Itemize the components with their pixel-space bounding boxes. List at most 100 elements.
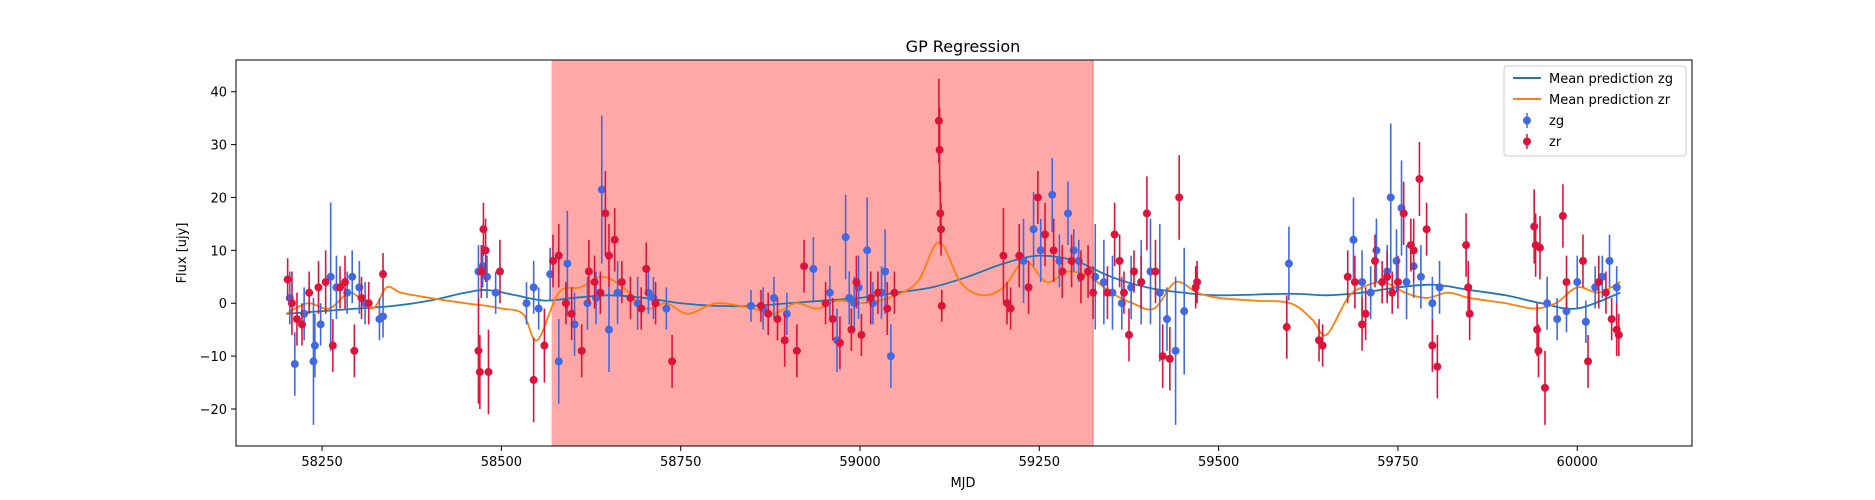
data-point-zr [297, 320, 306, 329]
data-point-zr [601, 209, 610, 218]
data-point-zr [1119, 288, 1128, 297]
data-point-zg [546, 270, 555, 279]
data-point-zg [1543, 299, 1552, 308]
data-point-zr [1534, 346, 1543, 355]
data-point-zg [1019, 256, 1028, 265]
data-point-zg [554, 357, 563, 366]
data-point-zr [474, 346, 483, 355]
data-point-zr [475, 367, 484, 376]
data-point-zg [613, 288, 622, 297]
data-point-zg [1392, 256, 1401, 265]
data-point-zr [610, 235, 619, 244]
data-point-zr [651, 299, 660, 308]
data-point-zr [773, 315, 782, 324]
data-point-zr [554, 251, 563, 260]
data-point-zr [481, 246, 490, 255]
data-point-zr [1350, 278, 1359, 287]
data-point-zr [873, 288, 882, 297]
data-point-zg [522, 299, 531, 308]
data-point-zr [1594, 278, 1603, 287]
data-point-zg [316, 320, 325, 329]
data-point-zr [642, 264, 651, 273]
data-point-zr [1343, 272, 1352, 281]
y-tick-label: 30 [210, 139, 227, 154]
data-point-zg [1171, 346, 1180, 355]
data-point-zg [1562, 307, 1571, 316]
data-point-zr [495, 267, 504, 276]
legend-zr-line-label: Mean prediction zr [1549, 93, 1671, 108]
data-point-zr [379, 270, 388, 279]
data-point-zg [534, 304, 543, 313]
y-tick-label: 10 [210, 244, 227, 259]
data-point-zr [852, 278, 861, 287]
data-point-zg [1428, 299, 1437, 308]
data-point-zr [1049, 246, 1058, 255]
data-point-zr [1129, 267, 1138, 276]
data-point-zr [561, 299, 570, 308]
data-point-zg [825, 288, 834, 297]
data-point-zr [1540, 383, 1549, 392]
data-point-zr [937, 301, 946, 310]
x-tick-label: 58250 [301, 455, 342, 470]
data-point-zg [1180, 307, 1189, 316]
legend-zg-marker [1523, 116, 1531, 125]
data-point-zr [1282, 323, 1291, 332]
data-point-zr [1058, 267, 1067, 276]
data-point-zg [1349, 235, 1358, 244]
data-point-zr [1558, 211, 1567, 220]
data-point-zr [283, 275, 292, 284]
data-point-zr [1142, 209, 1151, 218]
data-point-zr [1103, 288, 1112, 297]
data-point-zr [540, 341, 549, 350]
data-point-zg [841, 233, 850, 242]
data-point-zg [1386, 193, 1395, 202]
data-point-zr [1151, 267, 1160, 276]
data-point-zr [596, 288, 605, 297]
data-point-zr [857, 330, 866, 339]
x-tick-label: 59750 [1377, 455, 1418, 470]
x-tick-label: 58500 [481, 455, 522, 470]
data-point-zr [1433, 362, 1442, 371]
data-point-zr [937, 225, 946, 234]
data-point-zg [379, 312, 388, 321]
data-point-zr [477, 267, 486, 276]
data-point-zr [1409, 246, 1418, 255]
x-tick-label: 60000 [1557, 455, 1598, 470]
data-point-zr [350, 346, 359, 355]
data-point-zr [1607, 315, 1616, 324]
data-point-zr [1067, 256, 1076, 265]
data-point-zr [1318, 341, 1327, 350]
data-point-zr [626, 293, 635, 302]
data-point-zg [1612, 283, 1621, 292]
data-point-zr [668, 357, 677, 366]
plot-frame [235, 59, 1693, 447]
data-point-zr [1465, 309, 1474, 318]
data-point-zr [1193, 278, 1202, 287]
data-point-zr [1378, 278, 1387, 287]
data-point-zr [847, 325, 856, 334]
data-point-zr [1137, 278, 1146, 287]
data-point-zg [863, 246, 872, 255]
data-point-zg [1416, 272, 1425, 281]
x-tick-label: 59250 [1019, 455, 1060, 470]
legend: Mean prediction zg Mean prediction zr zg… [1503, 65, 1687, 157]
data-point-zr [1175, 193, 1184, 202]
data-point-zg [1029, 225, 1038, 234]
data-point-zr [567, 309, 576, 318]
data-point-zg [1366, 288, 1375, 297]
data-point-zr [336, 283, 344, 292]
data-point-zr [1015, 251, 1024, 260]
data-point-zr [364, 299, 373, 308]
data-point-zr [1415, 174, 1424, 183]
data-point-zr [828, 315, 837, 324]
data-point-zr [1422, 225, 1431, 234]
plot-data-group [283, 78, 1623, 425]
data-point-zr [1158, 352, 1167, 361]
y-tick-label: 20 [210, 191, 227, 206]
data-point-zr [821, 299, 830, 308]
data-point-zg [1435, 283, 1444, 292]
x-axis-label: MJD [950, 476, 975, 491]
data-point-zr [1562, 278, 1571, 287]
data-point-zg [1402, 278, 1411, 287]
data-point-zr [1041, 230, 1050, 239]
